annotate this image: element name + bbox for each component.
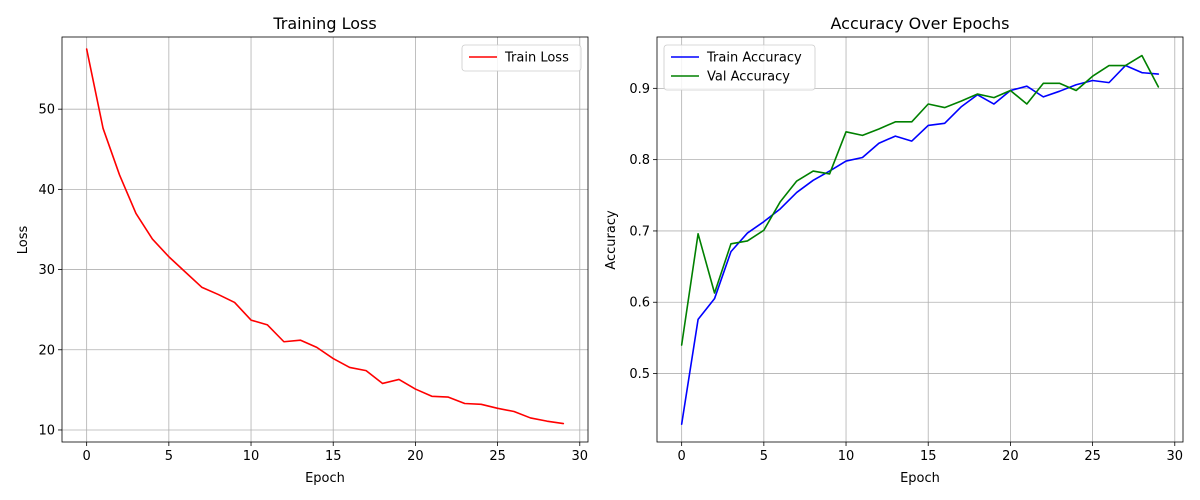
- loss-xtick-label: 15: [325, 449, 342, 464]
- accuracy-xtick-label: 30: [1167, 449, 1184, 464]
- accuracy-xtick-label: 10: [838, 449, 855, 464]
- accuracy-xtick-label: 25: [1084, 449, 1101, 464]
- accuracy-series-line-val-accuracy: [680, 54, 1160, 346]
- loss-legend-label: Train Loss: [504, 51, 569, 66]
- accuracy-xtick-label: 15: [920, 449, 937, 464]
- loss-ytick-label: 10: [38, 423, 55, 438]
- accuracy-plot-ylabel: Accuracy: [604, 210, 619, 270]
- loss-axes-frame: [61, 36, 589, 443]
- loss-ytick-label: 50: [38, 103, 55, 118]
- accuracy-plot-xlabel: Epoch: [900, 471, 940, 486]
- accuracy-series-line-train-accuracy: [680, 64, 1160, 425]
- loss-xtick-label: 20: [407, 449, 424, 464]
- loss-plot: Training Loss Epoch Loss 0 5 10 15 20 25 30 10 2…: [16, 14, 589, 486]
- loss-xtick-label: 25: [489, 449, 506, 464]
- loss-series-line-train-loss: [85, 48, 565, 425]
- loss-legend: Train Loss: [461, 44, 582, 72]
- accuracy-legend: Train Accuracy Val Accuracy: [663, 44, 816, 91]
- loss-xtick-label: 30: [572, 449, 589, 464]
- loss-legend-box: [461, 44, 582, 72]
- accuracy-grid: [657, 37, 1183, 442]
- loss-ytick-label: 30: [38, 263, 55, 278]
- accuracy-ytick-label: 0.8: [629, 153, 650, 168]
- accuracy-axes-frame: [656, 36, 1184, 443]
- loss-ytick-label: 40: [38, 183, 55, 198]
- loss-ytick-label: 20: [38, 343, 55, 358]
- accuracy-legend-label: Val Accuracy: [707, 70, 790, 85]
- loss-xtick-label: 5: [165, 449, 173, 464]
- accuracy-xtick-label: 20: [1002, 449, 1019, 464]
- loss-plot-xlabel: Epoch: [305, 471, 345, 486]
- accuracy-plot: Accuracy Over Epochs Epoch Accuracy 0 5 10…: [604, 14, 1184, 486]
- accuracy-xtick-label: 5: [760, 449, 768, 464]
- accuracy-ytick-label: 0.5: [629, 367, 650, 382]
- accuracy-plot-title: Accuracy Over Epochs: [830, 14, 1009, 33]
- accuracy-ytick-label: 0.9: [629, 82, 650, 97]
- accuracy-xtick-label: 0: [678, 449, 686, 464]
- accuracy-ytick-label: 0.7: [629, 224, 650, 239]
- loss-plot-ylabel: Loss: [16, 226, 31, 255]
- accuracy-legend-label: Train Accuracy: [706, 51, 802, 66]
- loss-xtick-label: 0: [83, 449, 91, 464]
- loss-plot-title: Training Loss: [272, 14, 376, 33]
- loss-grid: [62, 37, 588, 442]
- accuracy-legend-box: [663, 44, 816, 91]
- loss-xtick-label: 10: [243, 449, 260, 464]
- accuracy-ytick-label: 0.6: [629, 296, 650, 311]
